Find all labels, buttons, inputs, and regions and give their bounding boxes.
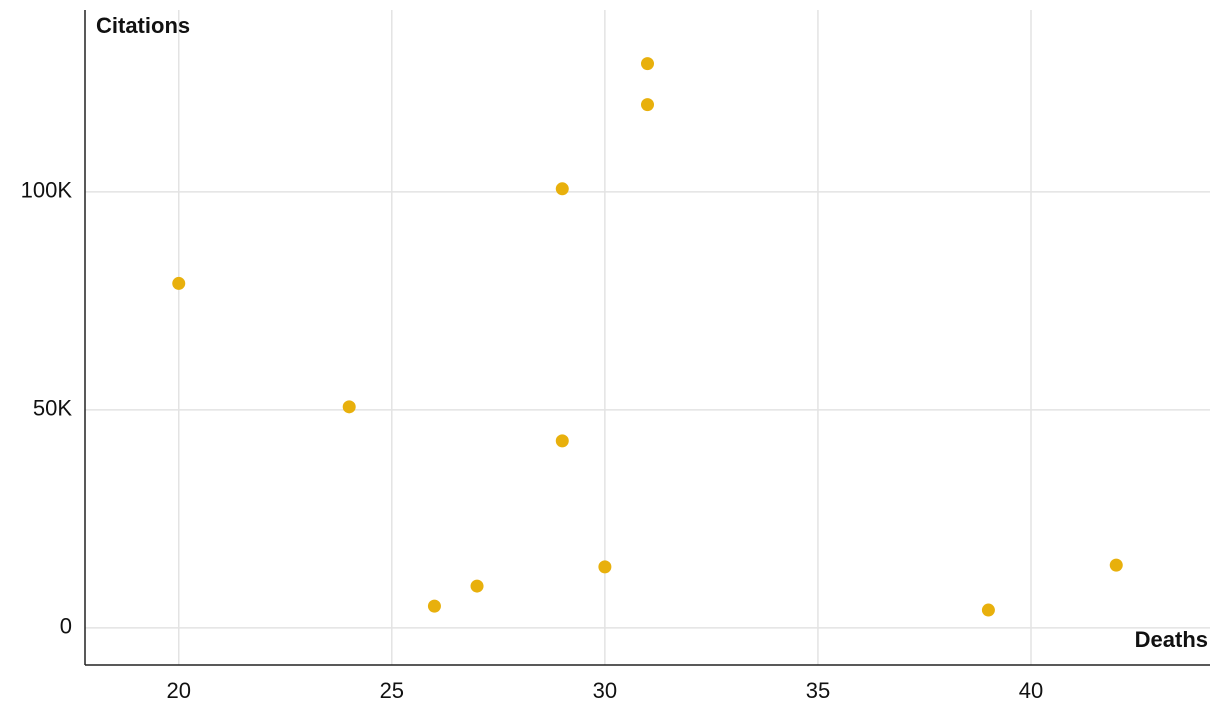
point [598, 560, 612, 574]
y-axis-title: Citations [96, 13, 190, 38]
y-tick-label: 50K [33, 396, 72, 421]
point [342, 400, 356, 414]
point [641, 98, 654, 112]
point [555, 434, 569, 448]
x-tick-label: 25 [380, 678, 404, 703]
x-tick-label: 35 [806, 678, 830, 703]
x-tick-label: 20 [167, 678, 191, 703]
x-tick-label: 40 [1019, 678, 1043, 703]
y-tick-label: 100K [21, 178, 73, 203]
point [555, 182, 569, 196]
point [427, 599, 441, 613]
point [470, 579, 484, 593]
y-tick-label: 0 [60, 614, 72, 639]
x-axis-title: Deaths [1135, 627, 1208, 652]
point [641, 57, 654, 71]
point [172, 276, 186, 290]
point [1109, 558, 1123, 572]
point [981, 603, 995, 617]
x-tick-label: 30 [593, 678, 617, 703]
